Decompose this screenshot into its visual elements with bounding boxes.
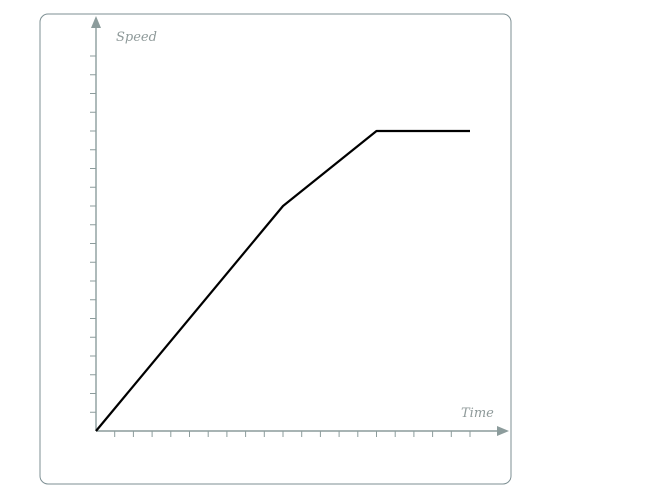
x-axis-arrow-icon bbox=[497, 426, 509, 436]
plot-area bbox=[95, 129, 470, 432]
x-axis-label: Time bbox=[461, 406, 494, 421]
speed-time-line bbox=[95, 129, 470, 432]
y-axis-label: Speed bbox=[116, 30, 157, 45]
tick-marks bbox=[90, 55, 471, 437]
y-axis-arrow-icon bbox=[91, 16, 101, 28]
